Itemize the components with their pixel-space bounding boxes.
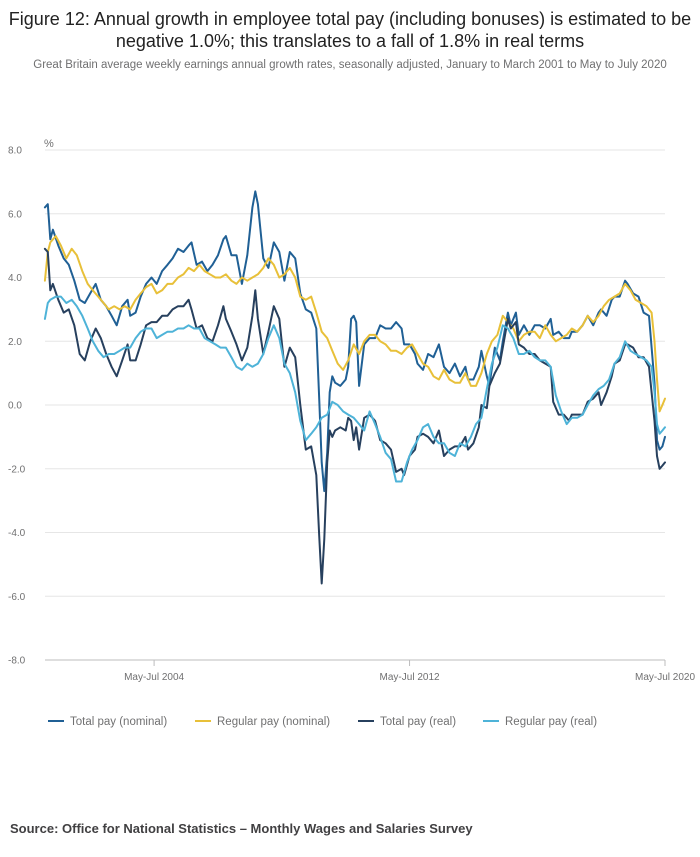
y-tick-label: 2.0 bbox=[8, 337, 22, 348]
y-tick-label: 8.0 bbox=[8, 146, 22, 157]
legend-swatch-regular-nominal bbox=[195, 719, 211, 722]
legend-item-total-nominal[interactable]: Total pay (nominal) bbox=[48, 716, 167, 728]
chart-subtitle: Great Britain average weekly earnings an… bbox=[33, 59, 667, 71]
legend-label-total-nominal: Total pay (nominal) bbox=[70, 716, 168, 728]
series-line-regular-nominal[interactable] bbox=[43, 235, 666, 413]
x-tick-label: May-Jul 2004 bbox=[124, 672, 184, 683]
line-chart: 8.0 6.0 4.0 2.0 0.0 -2.0 -4.0 -6.0 -8.0% May-Jul … bbox=[8, 138, 695, 683]
y-tick-label: -8.0 bbox=[8, 656, 26, 667]
chart-title: Figure 12: Annual growth in employee tot… bbox=[8, 9, 692, 51]
y-tick-label: -4.0 bbox=[8, 528, 26, 539]
legend-label-regular-nominal: Regular pay (nominal) bbox=[217, 716, 331, 728]
legend-item-regular-nominal[interactable]: Regular pay (nominal) bbox=[195, 716, 330, 728]
series-line-total-real[interactable] bbox=[43, 247, 666, 585]
legend-item-total-real[interactable]: Total pay (real) bbox=[358, 716, 456, 728]
y-tick-label: -6.0 bbox=[8, 592, 26, 603]
legend-label-regular-real: Regular pay (real) bbox=[505, 716, 598, 728]
legend-label-total-real: Total pay (real) bbox=[380, 716, 457, 728]
gridlines bbox=[45, 149, 665, 661]
legend-swatch-total-nominal bbox=[48, 719, 64, 722]
legend-swatch-total-real bbox=[358, 719, 374, 722]
y-tick-label: -2.0 bbox=[8, 464, 26, 475]
series-line-regular-real[interactable] bbox=[43, 295, 666, 483]
y-tick-label: 4.0 bbox=[8, 273, 22, 284]
y-tick-label: 6.0 bbox=[8, 209, 22, 220]
legend-item-regular-real[interactable]: Regular pay (real) bbox=[483, 716, 597, 728]
y-axis-unit: % bbox=[44, 138, 54, 150]
x-tick-label: May-Jul 2020 bbox=[635, 672, 695, 683]
axes: 8.0 6.0 4.0 2.0 0.0 -2.0 -4.0 -6.0 -8.0% May-Jul … bbox=[8, 138, 695, 683]
series-line-total-nominal[interactable] bbox=[43, 190, 666, 493]
x-tick-label: May-Jul 2012 bbox=[380, 672, 440, 683]
source-note: Source: Office for National Statistics –… bbox=[10, 821, 473, 836]
legend-swatch-regular-real bbox=[483, 719, 499, 722]
y-tick-label: 0.0 bbox=[8, 401, 22, 412]
series-lines bbox=[43, 190, 666, 585]
